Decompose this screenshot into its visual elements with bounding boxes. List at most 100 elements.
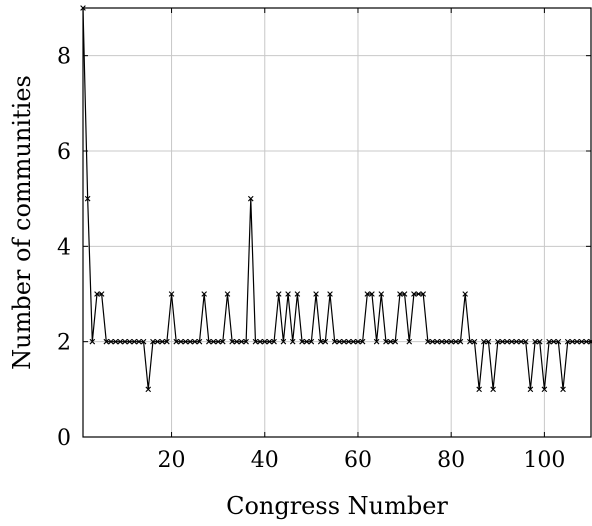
data-point: [508, 338, 515, 345]
data-point: [490, 386, 496, 393]
data-point: [94, 291, 100, 297]
data-point: [415, 291, 422, 297]
data-point: [224, 291, 231, 297]
data-point: [564, 338, 571, 345]
data-point: [201, 291, 207, 297]
data-point: [192, 338, 198, 345]
data-point: [299, 338, 305, 345]
data-point: [462, 291, 468, 297]
data-point: [215, 338, 221, 345]
data-point: [327, 291, 333, 297]
data-point: [289, 338, 296, 345]
data-point: [536, 338, 543, 345]
data-point: [499, 338, 506, 345]
data-point: [126, 338, 133, 345]
data-point: [168, 291, 175, 297]
data-point: [145, 386, 152, 393]
data-point: [476, 386, 482, 393]
data-point: [578, 338, 585, 345]
data-point: [271, 338, 277, 345]
tick-labels: 20 40 60 80 100 0 2 4 6 8: [57, 8, 591, 473]
x-tick-label: 40: [251, 448, 279, 473]
data-point: [252, 338, 259, 345]
data-point: [574, 338, 580, 345]
data-point: [527, 386, 534, 393]
data-point: [84, 195, 91, 202]
data-point: [448, 338, 454, 345]
data-point: [303, 338, 310, 345]
data-point: [220, 338, 226, 345]
data-markers: [80, 5, 592, 393]
x-tick-label: 60: [344, 448, 372, 473]
data-point: [550, 338, 557, 345]
x-tick-label: 80: [437, 448, 465, 473]
data-point: [541, 386, 548, 393]
data-point: [485, 338, 492, 345]
data-point: [378, 291, 385, 297]
data-point: [443, 338, 450, 345]
data-point: [275, 291, 282, 297]
data-point: [257, 338, 263, 345]
data-point: [504, 338, 510, 345]
data-point: [187, 338, 193, 345]
data-point: [243, 338, 249, 345]
data-point: [425, 338, 431, 345]
data-point: [401, 291, 408, 297]
data-point: [159, 338, 166, 345]
y-tick-label: 0: [57, 426, 71, 451]
data-point: [392, 338, 399, 345]
data-point: [285, 291, 291, 297]
data-point: [136, 338, 142, 345]
data-point: [247, 195, 254, 202]
x-tick-label: 100: [523, 448, 565, 473]
data-point: [210, 338, 217, 345]
data-point: [117, 338, 124, 345]
data-point: [266, 338, 273, 345]
data-point: [518, 338, 524, 345]
y-axis-label: Number of communities: [8, 75, 36, 370]
series-line: [82, 7, 591, 390]
data-point: [234, 338, 240, 345]
x-axis-label: Congress Number: [226, 492, 448, 520]
data-point: [467, 338, 473, 345]
data-point: [546, 338, 552, 345]
y-tick-label: 4: [57, 235, 71, 260]
data-point: [420, 291, 427, 297]
data-point: [522, 338, 529, 345]
data-point: [131, 338, 138, 345]
data-point: [261, 338, 268, 345]
y-tick-label: 6: [57, 140, 71, 165]
data-point: [317, 338, 324, 345]
data-point: [280, 338, 287, 345]
data-point: [457, 338, 464, 345]
data-point: [359, 338, 366, 345]
data-point: [178, 338, 184, 345]
data-point: [341, 338, 347, 345]
data-point: [495, 338, 501, 345]
data-point: [112, 338, 119, 345]
y-tick-label: 2: [57, 331, 71, 356]
data-point: [387, 338, 394, 345]
data-point: [313, 291, 319, 297]
data-point: [122, 338, 128, 345]
data-point: [103, 338, 110, 345]
data-point: [98, 291, 105, 297]
data-point: [373, 338, 380, 345]
data-point: [532, 338, 538, 345]
data-point: [471, 338, 478, 345]
grid: [83, 8, 591, 438]
data-point: [411, 291, 417, 297]
data-point: [364, 291, 371, 297]
data-point: [429, 338, 436, 345]
plot-frame: [82, 7, 592, 438]
data-point: [173, 338, 179, 345]
data-point: [481, 338, 487, 345]
data-point: [439, 338, 445, 345]
data-point: [560, 386, 566, 393]
data-point: [150, 338, 156, 345]
data-point: [555, 338, 562, 345]
data-point: [406, 338, 413, 345]
data-point: [238, 338, 245, 345]
data-point: [229, 338, 235, 345]
